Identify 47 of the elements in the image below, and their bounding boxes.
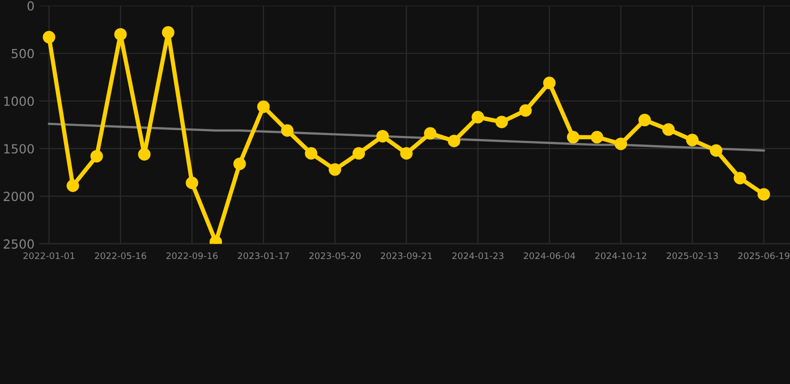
point bbox=[543, 76, 556, 90]
point bbox=[42, 30, 56, 44]
point bbox=[162, 26, 174, 39]
x-tick-label: 2022-09-16 bbox=[166, 252, 218, 260]
point bbox=[638, 114, 651, 126]
x-tick-label: 2023-09-21 bbox=[380, 252, 432, 260]
x-tick-label: 2023-05-20 bbox=[309, 252, 361, 260]
x-tick-label: 2024-10-12 bbox=[595, 252, 646, 260]
y-tick-label: 2000 bbox=[4, 192, 34, 202]
point bbox=[472, 110, 484, 124]
point bbox=[686, 134, 699, 146]
point bbox=[66, 180, 80, 192]
y-tick-label: 1500 bbox=[4, 144, 34, 154]
point bbox=[758, 188, 770, 201]
point bbox=[566, 130, 580, 144]
x-tick-label: 2025-02-13 bbox=[666, 252, 718, 260]
point bbox=[257, 100, 270, 113]
point bbox=[186, 176, 198, 190]
x-tick-label: 2022-05-16 bbox=[94, 252, 146, 260]
point bbox=[138, 148, 151, 161]
point bbox=[614, 138, 628, 150]
point bbox=[734, 172, 746, 184]
y-tick-label: 1000 bbox=[4, 96, 34, 106]
point bbox=[90, 150, 103, 162]
x-tick-label: 2024-06-04 bbox=[524, 252, 576, 260]
y-tick-label: 500 bbox=[12, 48, 34, 58]
x-tick-label: 2023-01-17 bbox=[238, 252, 289, 260]
point bbox=[304, 147, 318, 160]
x-tick-label: 2024-01-23 bbox=[452, 252, 504, 260]
point bbox=[448, 134, 460, 148]
y-tick-label: 0 bbox=[28, 1, 34, 11]
point bbox=[519, 104, 532, 117]
point bbox=[710, 144, 722, 157]
point bbox=[328, 163, 342, 176]
point bbox=[400, 147, 413, 160]
x-tick-label: 2025-06-19 bbox=[738, 252, 790, 260]
point bbox=[376, 130, 389, 142]
point bbox=[495, 116, 508, 128]
point bbox=[281, 124, 294, 137]
y-tick-label: 2500 bbox=[4, 239, 34, 249]
point bbox=[114, 28, 127, 41]
point bbox=[352, 147, 366, 160]
point bbox=[233, 158, 246, 170]
point bbox=[662, 123, 675, 136]
x-tick-label: 2022-01-01 bbox=[23, 252, 74, 260]
point bbox=[590, 130, 604, 144]
point bbox=[424, 127, 436, 140]
